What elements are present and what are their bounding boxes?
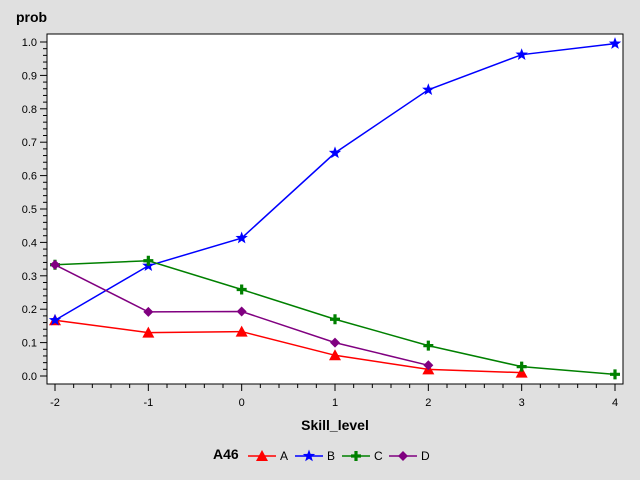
series-a-point — [329, 349, 341, 361]
series-a-line — [54, 319, 522, 374]
y-tick-label: 0.7 — [22, 137, 37, 149]
axis-ticks: -2 -1 0 1 2 3 4 0.0 0.1 0.2 0.3 0.4 0.5 0.6 0.7 0.8 0.9 1… — [22, 37, 618, 409]
series-a-point — [142, 326, 155, 338]
y-tick-label: 0.9 — [22, 70, 37, 82]
legend-title: A46 — [213, 446, 239, 462]
legend: A B C D — [248, 449, 430, 463]
series-b — [48, 37, 622, 326]
series-c-point — [423, 340, 434, 351]
x-tick-label: 0 — [239, 397, 245, 409]
series-b-point — [48, 313, 62, 326]
series-a — [49, 314, 528, 378]
series-a-point — [515, 366, 528, 378]
series-c-point — [610, 369, 621, 380]
x-tick-label: -1 — [143, 397, 153, 409]
legend-item-c: C — [342, 449, 383, 463]
series-b-point — [235, 231, 248, 244]
series-group — [48, 37, 622, 380]
series-b-point — [608, 37, 622, 49]
series-b-point — [328, 146, 342, 159]
x-axis-title: Skill_level — [301, 417, 369, 433]
x-tick-label: 4 — [612, 397, 618, 409]
series-c-point — [236, 284, 247, 295]
y-tick-label: 0.8 — [22, 104, 37, 116]
legend-marker — [351, 451, 361, 461]
legend-item-b: B — [295, 449, 335, 463]
legend-item-d: D — [389, 449, 430, 463]
legend-label: D — [421, 449, 430, 463]
legend-label: A — [280, 449, 288, 463]
y-tick-label: 0.6 — [22, 171, 37, 183]
series-d-point — [423, 360, 434, 371]
series-d-point — [236, 306, 247, 317]
series-b-point — [515, 48, 528, 60]
legend-marker — [398, 451, 408, 461]
series-d-point — [330, 337, 340, 348]
y-tick-label: 0.4 — [22, 237, 37, 249]
legend-label: B — [327, 449, 335, 463]
series-a-point — [235, 325, 248, 337]
series-d — [50, 259, 434, 371]
series-d-point — [143, 306, 154, 317]
series-c-point — [516, 361, 527, 372]
legend-marker — [302, 449, 316, 462]
plot-area — [46, 33, 624, 385]
legend-item-a: A — [248, 449, 288, 463]
y-tick-label: 0.0 — [22, 371, 37, 383]
series-c-point — [143, 255, 154, 266]
y-tick-label: 0.1 — [22, 338, 37, 350]
y-tick-label: 1.0 — [22, 37, 37, 49]
y-tick-label: 0.2 — [22, 304, 37, 316]
y-tick-label: 0.3 — [22, 271, 37, 283]
x-tick-label: 1 — [332, 397, 338, 409]
x-tick-label: -2 — [50, 397, 60, 409]
series-d-point — [50, 259, 60, 270]
y-axis-title: prob — [16, 9, 47, 25]
legend-marker — [256, 450, 268, 461]
y-tick-label: 0.5 — [22, 204, 37, 216]
x-tick-label: 3 — [519, 397, 525, 409]
series-b-point — [422, 83, 435, 96]
x-tick-label: 2 — [425, 397, 431, 409]
series-c-point — [330, 314, 340, 325]
legend-label: C — [374, 449, 383, 463]
